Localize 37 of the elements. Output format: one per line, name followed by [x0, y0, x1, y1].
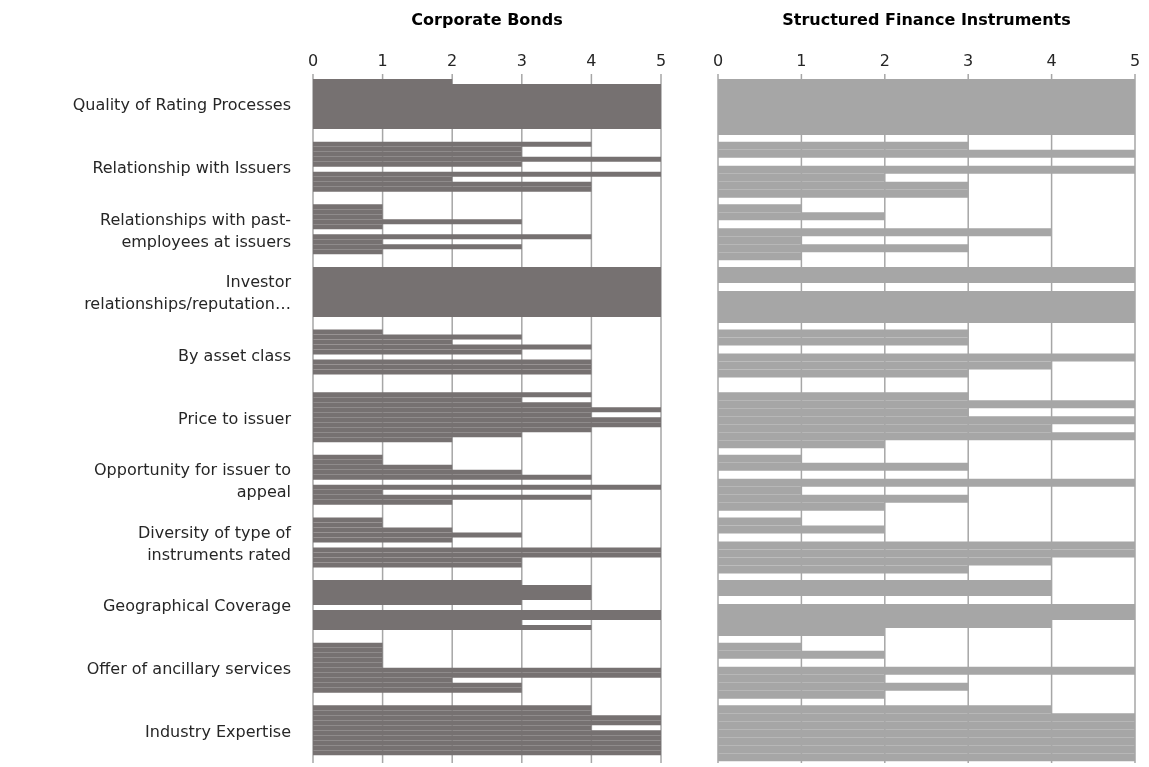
y-tick-label: By asset class [178, 345, 291, 365]
y-tick-label: Quality of Rating Processes [72, 95, 291, 115]
bar [313, 517, 383, 523]
y-tick-label: Industry Expertise [145, 721, 291, 741]
bar [313, 369, 592, 375]
bar [313, 392, 592, 398]
bar [313, 705, 592, 711]
bar [313, 204, 383, 210]
bar [313, 311, 661, 317]
bar [313, 547, 661, 553]
x-tick-label: 3 [516, 51, 527, 70]
x-tick-label: 1 [377, 51, 388, 70]
x-tick-label: 3 [963, 51, 974, 70]
x-tick-label: 4 [1046, 51, 1057, 70]
y-tick-label: Diversity of type of instruments rated [137, 522, 292, 564]
bar [313, 610, 661, 616]
x-tick-label: 0 [712, 51, 724, 70]
x-tick-label: 5 [1129, 51, 1141, 70]
y-tick-label: Investor relationships/reputation… [84, 272, 292, 314]
x-tick-label: 2 [447, 51, 458, 70]
y-tick-label: Relationship with Issuers [92, 157, 291, 177]
bar [313, 687, 522, 693]
x-tick-label: 5 [655, 51, 667, 70]
y-tick-label: Relationships with past-employees at issuers [99, 209, 291, 251]
bar [313, 186, 592, 192]
y-tick-label: Geographical Coverage [102, 596, 291, 616]
y-tick-label: Price to issuer [178, 408, 292, 428]
bar [313, 234, 592, 240]
x-tick-label: 0 [307, 51, 319, 70]
y-tick-label: Offer of ancillary services [86, 659, 291, 679]
bar [313, 474, 592, 480]
x-tick-label: 1 [796, 51, 807, 70]
y-tick-label: Opportunity for issuer to appeal [93, 460, 291, 502]
x-tick-label: 2 [879, 51, 890, 70]
chart-title: Corporate Bonds [410, 9, 564, 31]
x-tick-label: 4 [586, 51, 597, 70]
chart-title: Structured Finance Instruments [781, 9, 1072, 31]
